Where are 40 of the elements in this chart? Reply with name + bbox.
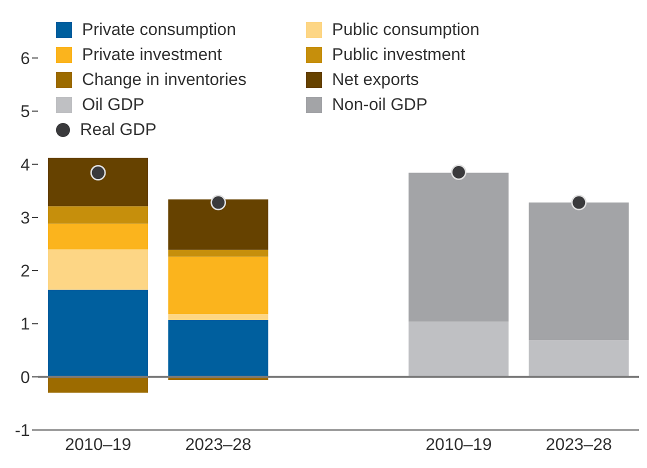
legend-label: Real GDP bbox=[80, 120, 157, 140]
y-tick-label: 2 bbox=[20, 262, 30, 281]
bar bbox=[48, 249, 148, 290]
bar bbox=[168, 314, 268, 320]
x-tick-label: 2023–28 bbox=[185, 435, 252, 454]
x-tick-label: 2010–19 bbox=[426, 435, 492, 454]
bar bbox=[48, 290, 148, 377]
bar bbox=[408, 322, 509, 377]
point bbox=[210, 194, 226, 210]
y-tick-label: 6 bbox=[20, 49, 30, 68]
bar bbox=[48, 224, 148, 250]
legend-label: Private consumption bbox=[82, 20, 236, 40]
legend-label: Public consumption bbox=[332, 20, 480, 40]
legend-label: Change in inventories bbox=[82, 70, 246, 90]
bar bbox=[48, 158, 148, 206]
y-tick-label: 0 bbox=[20, 368, 30, 387]
bar bbox=[528, 202, 629, 340]
legend-label: Public investment bbox=[332, 45, 466, 65]
bar bbox=[48, 376, 148, 393]
bar bbox=[168, 320, 268, 377]
legend-label: Private investment bbox=[82, 45, 222, 65]
bar bbox=[168, 250, 268, 257]
bar bbox=[168, 256, 268, 314]
point bbox=[90, 165, 106, 181]
y-tick-label: -1 bbox=[14, 421, 30, 440]
bar bbox=[168, 199, 268, 250]
bar bbox=[528, 340, 629, 377]
point bbox=[571, 194, 587, 210]
y-tick-label: 4 bbox=[20, 155, 30, 174]
bar bbox=[408, 172, 509, 322]
legend-label: Non-oil GDP bbox=[332, 95, 428, 115]
x-tick-label: 2023–28 bbox=[546, 435, 612, 454]
legend-label: Net exports bbox=[332, 70, 419, 90]
y-tick-label: 3 bbox=[20, 208, 30, 228]
y-tick-label: 1 bbox=[20, 314, 30, 334]
point bbox=[450, 164, 466, 180]
legend-label: Oil GDP bbox=[82, 95, 144, 115]
y-tick-label: 5 bbox=[20, 102, 30, 122]
x-tick-label: 2010–19 bbox=[65, 435, 132, 454]
bar bbox=[48, 206, 148, 224]
